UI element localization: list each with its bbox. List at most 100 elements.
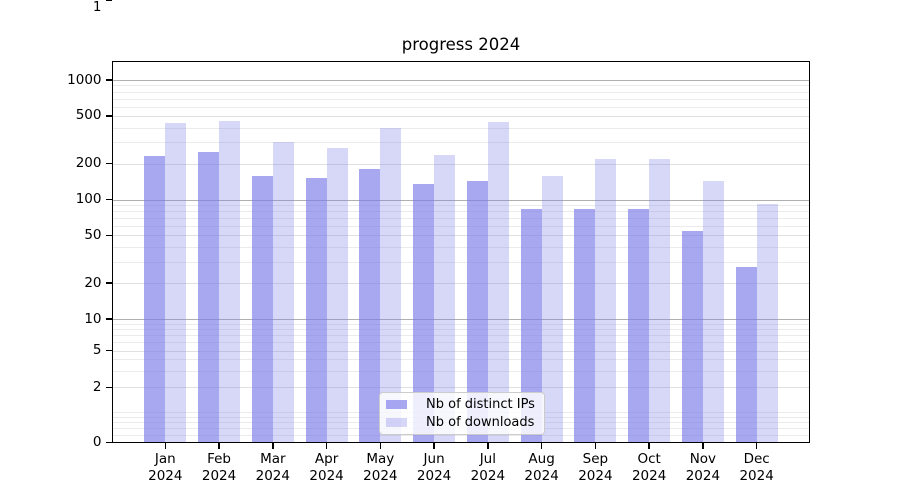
x-tick-label-nov: Nov 2024	[685, 451, 721, 484]
gridline-minor	[112, 342, 810, 344]
y-tick-mark	[105, 198, 112, 201]
x-tick-mark	[487, 443, 489, 449]
bar-distinct-ips-sep	[574, 208, 596, 443]
y-tick-label: 2	[92, 378, 102, 395]
x-tick-mark	[540, 443, 543, 449]
legend-swatch-downloads	[386, 417, 407, 428]
x-tick-label-feb: Feb 2024	[201, 451, 237, 484]
x-tick-label-jun: Jun 2024	[416, 451, 452, 484]
bar-downloads-sep	[595, 158, 617, 443]
bar-downloads-jul	[487, 121, 509, 443]
gridline-minor	[112, 371, 810, 373]
gridline-labeled	[112, 115, 810, 117]
gridline-minor	[112, 261, 810, 263]
y-tick-label: 20	[84, 274, 102, 291]
gridline-minor	[112, 335, 810, 337]
x-tick-mark	[433, 443, 435, 449]
y-tick-label: 1000	[67, 71, 102, 88]
y-tick-mark	[105, 234, 112, 237]
x-tick-mark	[272, 443, 274, 449]
gridline-minor	[112, 106, 810, 108]
bar-downloads-jun	[434, 154, 456, 443]
gridline-major	[112, 199, 810, 201]
x-tick-label-jul: Jul 2024	[470, 451, 506, 484]
gridline-minor	[112, 127, 810, 129]
y-tick-label: 10	[84, 310, 102, 327]
x-tick-mark	[755, 443, 758, 449]
gridline-minor	[112, 247, 810, 249]
y-tick-label: 50	[84, 226, 102, 243]
bar-downloads-mar	[272, 141, 294, 443]
bar-downloads-aug	[541, 175, 563, 443]
bar-distinct-ips-aug	[520, 208, 542, 443]
bar-distinct-ips-may	[359, 168, 381, 443]
x-tick-label-mar: Mar 2024	[255, 451, 290, 484]
chart-title: progress 2024	[401, 35, 521, 54]
bar-downloads-feb	[219, 120, 241, 443]
bar-downloads-dec	[756, 204, 778, 443]
legend-label-downloads: Nb of downloads	[426, 414, 535, 430]
gridline-minor	[112, 359, 810, 361]
gridline-major	[112, 61, 810, 62]
x-tick-label-jan: Jan 2024	[148, 451, 183, 484]
bar-distinct-ips-oct	[628, 208, 650, 443]
y-tick-label: 5	[92, 342, 102, 358]
gridline-minor	[112, 218, 810, 219]
x-tick-mark	[648, 443, 650, 449]
legend-item-distinct-ips: Nb of distinct IPs	[386, 396, 538, 412]
x-tick-mark	[379, 443, 382, 449]
y-tick-label: 0	[92, 434, 102, 450]
y-tick-mark	[105, 386, 112, 388]
y-tick-label: 100	[75, 191, 102, 207]
x-tick-label-sep: Sep 2024	[578, 451, 613, 484]
bar-distinct-ips-jul	[466, 181, 488, 443]
gridline-minor	[112, 211, 810, 213]
bar-distinct-ips-mar	[251, 176, 273, 443]
gridline-minor	[112, 323, 810, 325]
x-tick-label-dec: Dec 2024	[739, 451, 774, 484]
bar-distinct-ips-dec	[735, 267, 757, 443]
y-tick-mark	[105, 441, 112, 444]
gridline-labeled	[112, 163, 810, 165]
bar-distinct-ips-apr	[305, 178, 327, 443]
gridline-labeled	[112, 283, 810, 285]
gridline-minor	[112, 98, 810, 100]
gridline-major	[112, 80, 810, 81]
y-tick-mark	[105, 282, 112, 284]
bar-distinct-ips-jun	[413, 183, 435, 443]
gridline-labeled	[112, 235, 810, 237]
gridline-labeled	[112, 387, 810, 389]
gridline-minor	[112, 91, 810, 93]
gridline-major	[112, 319, 810, 320]
legend-label-distinct-ips: Nb of distinct IPs	[426, 396, 535, 412]
y-tick-mark	[105, 115, 112, 117]
plot-area	[112, 61, 810, 443]
x-tick-mark	[164, 443, 166, 449]
bar-downloads-jan	[165, 123, 187, 443]
legend: Nb of distinct IPs Nb of downloads	[379, 392, 545, 435]
gridline-minor	[112, 204, 810, 206]
x-tick-mark	[325, 443, 328, 449]
x-tick-label-aug: Aug 2024	[524, 451, 559, 484]
bar-downloads-nov	[702, 180, 724, 443]
x-tick-label-apr: Apr 2024	[309, 451, 344, 484]
legend-swatch-distinct-ips	[386, 399, 407, 410]
bar-distinct-ips-feb	[198, 151, 220, 443]
gridline-minor	[112, 435, 810, 437]
x-tick-mark	[218, 443, 220, 449]
legend-item-downloads: Nb of downloads	[386, 414, 538, 430]
x-tick-label-may: May 2024	[363, 451, 398, 484]
y-tick-label: 500	[75, 107, 102, 124]
gridline-minor	[112, 85, 810, 87]
y-tick-label: 1	[92, 0, 102, 15]
y-tick-label: 200	[75, 155, 102, 172]
x-tick-mark	[702, 443, 704, 449]
gridline-minor	[112, 142, 810, 144]
gridline-minor	[112, 329, 810, 331]
y-tick-mark	[105, 0, 112, 2]
x-tick-mark	[594, 443, 597, 449]
y-tick-mark	[105, 162, 112, 165]
bar-downloads-oct	[649, 158, 671, 443]
y-tick-mark	[105, 318, 112, 320]
bar-distinct-ips-nov	[681, 231, 703, 443]
